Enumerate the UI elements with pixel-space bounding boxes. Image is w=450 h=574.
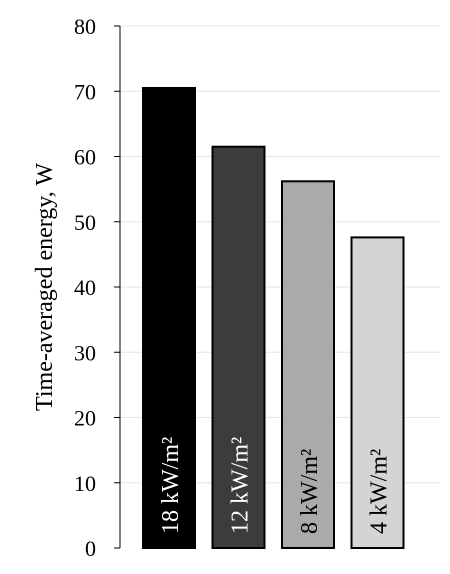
bar [350, 236, 405, 549]
y-tick-label: 40 [74, 275, 96, 300]
y-tick-label: 20 [74, 406, 96, 431]
bar-category-label: 4 kW/m² [367, 449, 393, 534]
y-axis-label: Time-averaged energy, W [32, 163, 58, 411]
y-tick-label: 70 [74, 79, 96, 104]
bar [142, 86, 196, 550]
y-axis-ticks: 0 10 20 30 40 50 60 70 80 [74, 14, 120, 561]
y-tick-label: 50 [74, 210, 96, 235]
bar-category-label: 12 kW/m² [228, 437, 254, 534]
y-tick-label: 80 [74, 14, 96, 39]
bar-category-label: 8 kW/m² [297, 449, 323, 534]
bar-category-label: 18 kW/m² [158, 437, 184, 534]
y-tick-label: 30 [74, 340, 96, 365]
y-tick-label: 0 [85, 536, 96, 561]
bars: 18 kW/m² 12 kW/m² 8 kW/m² 4 kW/m² [142, 86, 405, 550]
y-tick-label: 10 [74, 471, 96, 496]
bar [211, 145, 266, 549]
bar [281, 180, 335, 549]
y-tick-label: 60 [74, 145, 96, 170]
